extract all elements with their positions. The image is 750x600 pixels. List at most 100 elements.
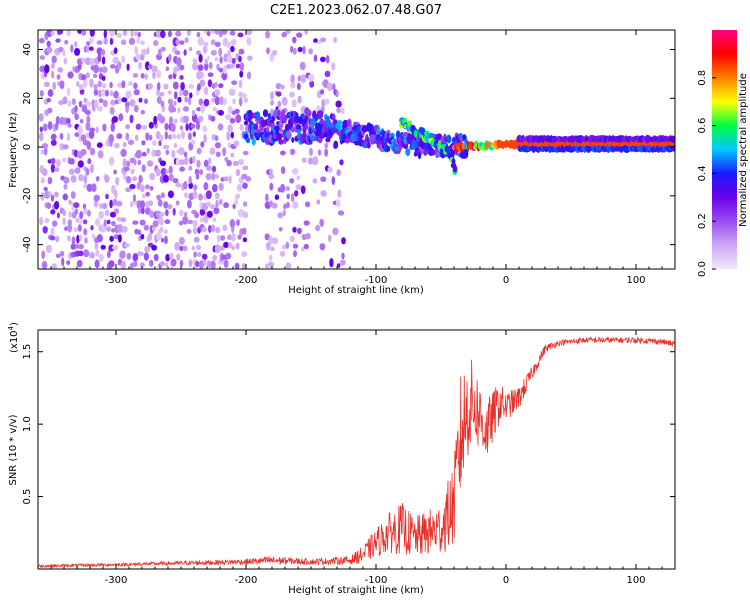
- spectrogram-cell: [77, 160, 84, 168]
- spectrogram-cell: [174, 118, 178, 124]
- spectrogram-cell: [177, 107, 181, 114]
- spectrogram-cell: [196, 50, 201, 56]
- spectrogram-cell: [292, 243, 299, 249]
- spectrogram-cell: [114, 208, 119, 214]
- spectrogram-cell: [133, 104, 139, 113]
- spectrogram-cell: [113, 169, 117, 175]
- spectrogram-cell: [42, 123, 48, 132]
- spectrogram-cell: [175, 158, 181, 166]
- spectrogram-cell: [63, 183, 68, 190]
- spectrogram-cell: [182, 245, 188, 252]
- spectrogram-cell: [155, 30, 162, 38]
- spectrogram-cell: [302, 45, 306, 55]
- spectrogram-cell: [164, 131, 168, 140]
- spectrogram-cell: [125, 90, 132, 99]
- spectrogram-cell: [265, 30, 271, 39]
- spectrogram-cell: [74, 113, 79, 121]
- snr-x-tick-label: -100: [365, 575, 388, 586]
- colorbar-tick-label: 0.2: [697, 213, 708, 229]
- spectrogram-x-tick-label: 100: [626, 275, 645, 286]
- spectrogram-cell: [128, 37, 135, 46]
- spectrogram-cell: [337, 189, 342, 198]
- spectrogram-cell: [95, 218, 101, 227]
- spectrogram-cell: [101, 83, 107, 89]
- spectrogram-cell: [109, 211, 117, 218]
- spectrogram-cell: [183, 180, 188, 190]
- spectrogram-cell: [108, 134, 115, 143]
- spectrogram-cell: [199, 79, 206, 87]
- spectrogram-cell: [62, 217, 66, 226]
- spectrogram-cell: [309, 147, 313, 156]
- spectrogram-cell: [43, 81, 50, 88]
- spectrogram-cell: [68, 211, 72, 218]
- colorbar-scale: [712, 30, 737, 269]
- spectrogram-cell: [145, 132, 150, 141]
- spectrogram-cell: [294, 190, 299, 197]
- spectrogram-x-tick-label: 0: [503, 275, 509, 286]
- spectrogram-cell: [231, 57, 236, 64]
- spectrogram-cell: [66, 260, 71, 266]
- spectrogram-cell: [55, 235, 60, 243]
- spectrogram-cell: [162, 174, 170, 183]
- spectrogram-cell: [79, 119, 84, 124]
- spectrogram-cell: [120, 39, 127, 46]
- spectrogram-cell: [270, 99, 274, 106]
- spectrogram-cell: [82, 249, 90, 258]
- spectrogram-cell: [210, 260, 216, 269]
- spectrogram-cell: [109, 64, 116, 69]
- spectrogram-cell: [324, 142, 329, 149]
- spectrogram-cell: [184, 157, 189, 166]
- spectrogram-cell: [168, 165, 173, 174]
- snr-x-tick-label: 0: [503, 575, 509, 586]
- spectrogram-cell: [106, 226, 112, 232]
- spectrogram-cell: [56, 212, 61, 219]
- spectrogram-cell: [210, 224, 215, 233]
- spectrogram-cell: [125, 187, 132, 193]
- spectrogram-cell: [308, 73, 315, 82]
- spectrogram-cell: [141, 48, 148, 56]
- spectrogram-cell: [173, 142, 178, 149]
- spectrogram-cell: [86, 140, 92, 151]
- spectrogram-cell: [218, 198, 223, 206]
- spectrogram-cell: [225, 114, 232, 120]
- spectrogram-cell: [149, 186, 154, 191]
- spectrogram-cell: [102, 99, 108, 108]
- spectrogram-cell: [144, 184, 150, 190]
- spectrogram-cell: [82, 203, 87, 209]
- spectrogram-cell: [55, 253, 61, 259]
- spectrogram-cell: [81, 30, 87, 36]
- spectrogram-cell: [173, 100, 177, 106]
- spectrogram-cell: [239, 124, 244, 131]
- spectrogram-cell: [198, 115, 204, 123]
- spectrogram-cell: [206, 165, 212, 171]
- spectrogram-cell: [188, 175, 192, 185]
- spectrogram-cell: [93, 83, 98, 90]
- spectrogram-cell: [279, 128, 283, 133]
- spectrogram-cell: [194, 168, 200, 175]
- spectrogram-cell: [141, 151, 147, 157]
- spectrogram-cell: [127, 139, 135, 146]
- spectrogram-cell: [64, 226, 68, 231]
- spectrogram-cell: [39, 65, 46, 73]
- spectrogram-cell: [215, 199, 219, 209]
- spectrogram-cell: [324, 148, 328, 157]
- spectrogram-cell: [221, 30, 228, 35]
- spectrogram-cell: [134, 30, 139, 37]
- spectrogram-cell: [168, 173, 174, 181]
- spectrogram-cell: [113, 47, 118, 54]
- spectrogram-cell: [43, 186, 48, 192]
- spectrogram-cell: [335, 100, 342, 108]
- spectrogram-cell: [87, 158, 92, 165]
- spectrogram-cell: [59, 132, 64, 140]
- spectrogram-cell: [50, 227, 55, 236]
- spectrogram-cell: [289, 148, 296, 156]
- spectrogram-cell: [191, 245, 195, 251]
- snr-y-ticks: 0.5 1.0 1.5: [22, 344, 675, 505]
- spectrogram-cell: [179, 245, 184, 252]
- spectrogram-cell: [98, 253, 104, 263]
- spectrogram-cell: [179, 159, 186, 166]
- spectrogram-cell: [211, 165, 217, 173]
- spectrogram-cell: [40, 177, 45, 184]
- snr-x-axis-label: Height of straight line (km): [288, 585, 424, 596]
- spectrogram-cell: [285, 201, 290, 209]
